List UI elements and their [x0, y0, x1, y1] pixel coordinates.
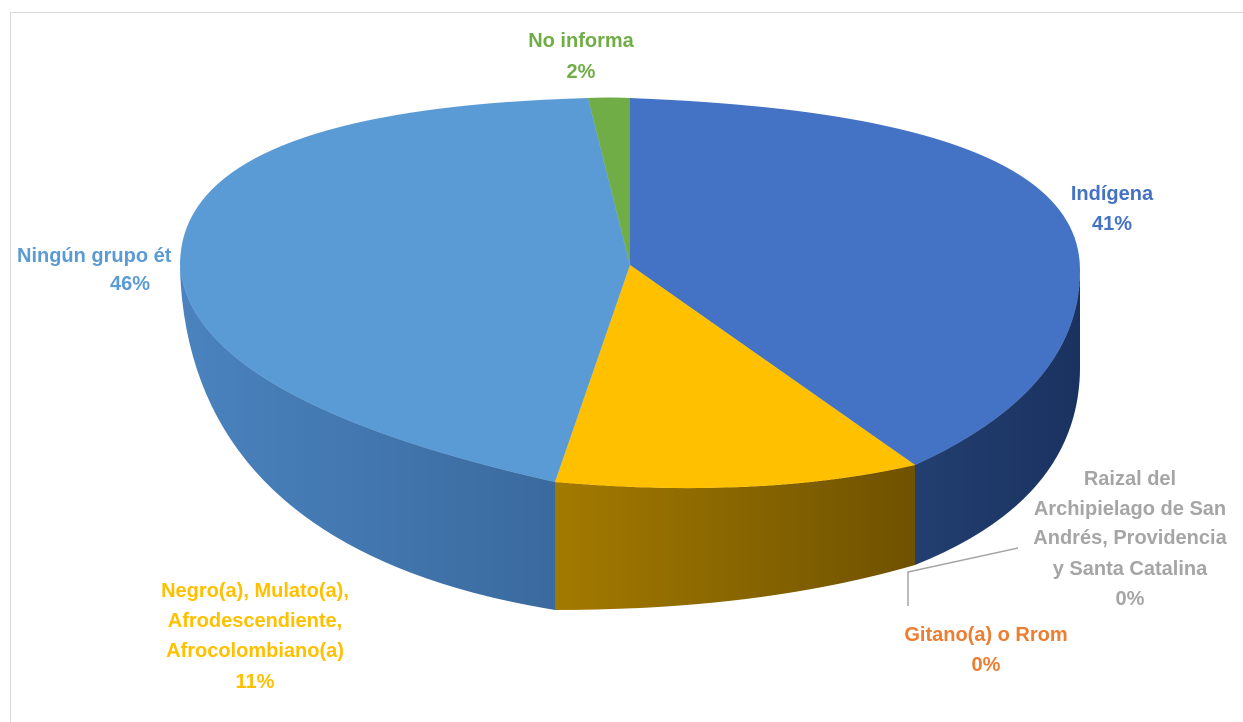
- label-raizal-l1: Raizal del: [1084, 468, 1176, 490]
- label-raizal-pct: 0%: [1116, 588, 1145, 610]
- pie-side-negro: [555, 465, 915, 610]
- label-gitano-pct: 0%: [972, 654, 1001, 676]
- label-ningun-l1: Ningún grupo ét: [17, 245, 172, 267]
- label-negro-l3: Afrocolombiano(a): [166, 640, 344, 662]
- pie-slice-negro: [555, 265, 915, 489]
- label-indigena-pct: 41%: [1092, 213, 1132, 235]
- pie-side-indigena: [915, 270, 1080, 565]
- label-no-informa-pct: 2%: [567, 61, 596, 83]
- label-raizal-l2: Archipielago de San: [1034, 498, 1226, 520]
- pie-slice-indigena: [630, 98, 1080, 465]
- pie-slice-ningun: [180, 98, 630, 482]
- label-raizal-l3: Andrés, Providencia: [1033, 527, 1227, 549]
- label-gitano: Gitano(a) o Rrom: [904, 624, 1067, 646]
- leader-line-raizal: [907, 547, 1019, 606]
- label-no-informa: No informa: [528, 30, 634, 52]
- label-indigena: Indígena: [1071, 183, 1154, 205]
- label-negro-pct: 11%: [236, 671, 275, 693]
- label-ningun-pct: 46%: [110, 273, 150, 295]
- label-raizal-l4: y Santa Catalina: [1053, 558, 1208, 580]
- pie-slice-no-informa: [588, 97, 630, 265]
- pie-side-ningun: [180, 265, 555, 610]
- label-negro-l1: Negro(a), Mulato(a),: [161, 580, 349, 602]
- label-negro-l2: Afrodescendiente,: [168, 610, 342, 632]
- chart-frame: [10, 12, 1243, 722]
